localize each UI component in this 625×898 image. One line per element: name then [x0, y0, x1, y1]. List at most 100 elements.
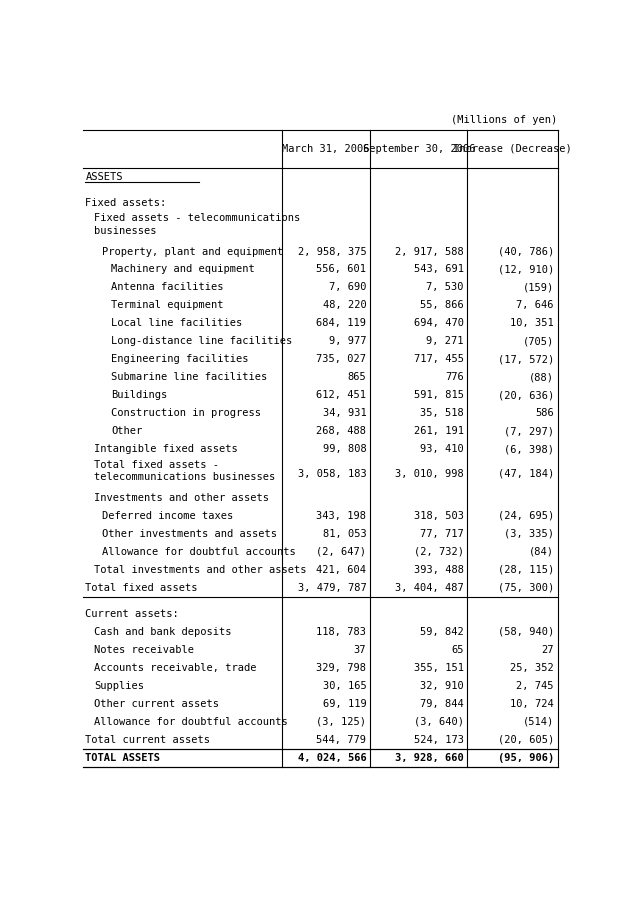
Text: 776: 776 [445, 373, 464, 383]
Text: Investments and other assets: Investments and other assets [94, 493, 269, 503]
Text: 7, 530: 7, 530 [426, 283, 464, 293]
Text: 393, 488: 393, 488 [414, 565, 464, 575]
Text: (6, 398): (6, 398) [504, 445, 554, 454]
Text: (705): (705) [522, 337, 554, 347]
Text: 65: 65 [451, 645, 464, 655]
Text: Notes receivable: Notes receivable [94, 645, 194, 655]
Text: (3, 640): (3, 640) [414, 717, 464, 726]
Text: ASSETS: ASSETS [86, 172, 123, 182]
Text: 34, 931: 34, 931 [322, 409, 366, 418]
Text: 55, 866: 55, 866 [420, 301, 464, 311]
Text: 524, 173: 524, 173 [414, 735, 464, 744]
Text: 48, 220: 48, 220 [322, 301, 366, 311]
Text: 9, 271: 9, 271 [426, 337, 464, 347]
Text: 2, 958, 375: 2, 958, 375 [298, 247, 366, 257]
Text: (12, 910): (12, 910) [498, 265, 554, 275]
Text: 3, 404, 487: 3, 404, 487 [395, 583, 464, 593]
Text: Intangible fixed assets: Intangible fixed assets [94, 445, 238, 454]
Text: 27: 27 [541, 645, 554, 655]
Text: 3, 479, 787: 3, 479, 787 [298, 583, 366, 593]
Text: Deferred income taxes: Deferred income taxes [102, 511, 234, 521]
Text: 261, 191: 261, 191 [414, 427, 464, 436]
Text: 735, 027: 735, 027 [316, 355, 366, 365]
Text: (24, 695): (24, 695) [498, 511, 554, 521]
Text: Fixed assets:: Fixed assets: [86, 198, 167, 208]
Text: (2, 647): (2, 647) [316, 547, 366, 557]
Text: 329, 798: 329, 798 [316, 663, 366, 673]
Text: Total fixed assets: Total fixed assets [86, 583, 198, 593]
Text: Other: Other [111, 427, 142, 436]
Text: (47, 184): (47, 184) [498, 469, 554, 479]
Text: (7, 297): (7, 297) [504, 427, 554, 436]
Text: (20, 636): (20, 636) [498, 391, 554, 401]
Text: 586: 586 [535, 409, 554, 418]
Text: 81, 053: 81, 053 [322, 529, 366, 539]
Text: (2, 732): (2, 732) [414, 547, 464, 557]
Text: Antenna facilities: Antenna facilities [111, 283, 224, 293]
Text: Other current assets: Other current assets [94, 699, 219, 709]
Text: Increase (Decrease): Increase (Decrease) [453, 144, 572, 154]
Text: 2, 745: 2, 745 [516, 681, 554, 691]
Text: 694, 470: 694, 470 [414, 319, 464, 329]
Text: (159): (159) [522, 283, 554, 293]
Text: 865: 865 [348, 373, 366, 383]
Text: 343, 198: 343, 198 [316, 511, 366, 521]
Text: 59, 842: 59, 842 [420, 627, 464, 637]
Text: (40, 786): (40, 786) [498, 247, 554, 257]
Text: Engineering facilities: Engineering facilities [111, 355, 249, 365]
Text: 35, 518: 35, 518 [420, 409, 464, 418]
Text: 32, 910: 32, 910 [420, 681, 464, 691]
Text: 717, 455: 717, 455 [414, 355, 464, 365]
Text: Total investments and other assets: Total investments and other assets [94, 565, 306, 575]
Text: September 30, 2006: September 30, 2006 [362, 144, 475, 154]
Text: 684, 119: 684, 119 [316, 319, 366, 329]
Text: 3, 058, 183: 3, 058, 183 [298, 469, 366, 479]
Text: 2, 917, 588: 2, 917, 588 [395, 247, 464, 257]
Text: 544, 779: 544, 779 [316, 735, 366, 744]
Text: 591, 815: 591, 815 [414, 391, 464, 401]
Text: 612, 451: 612, 451 [316, 391, 366, 401]
Text: Fixed assets - telecommunications
businesses: Fixed assets - telecommunications busine… [94, 214, 300, 236]
Text: Allowance for doubtful accounts: Allowance for doubtful accounts [102, 547, 296, 557]
Text: 37: 37 [354, 645, 366, 655]
Text: Other investments and assets: Other investments and assets [102, 529, 278, 539]
Text: (58, 940): (58, 940) [498, 627, 554, 637]
Text: 7, 690: 7, 690 [329, 283, 366, 293]
Text: (3, 335): (3, 335) [504, 529, 554, 539]
Text: (514): (514) [522, 717, 554, 726]
Text: 10, 351: 10, 351 [510, 319, 554, 329]
Text: 3, 928, 660: 3, 928, 660 [395, 753, 464, 762]
Text: Supplies: Supplies [94, 681, 144, 691]
Text: 93, 410: 93, 410 [420, 445, 464, 454]
Text: (75, 300): (75, 300) [498, 583, 554, 593]
Text: 318, 503: 318, 503 [414, 511, 464, 521]
Text: 556, 601: 556, 601 [316, 265, 366, 275]
Text: Construction in progress: Construction in progress [111, 409, 261, 418]
Text: Accounts receivable, trade: Accounts receivable, trade [94, 663, 256, 673]
Text: 4, 024, 566: 4, 024, 566 [298, 753, 366, 762]
Text: 99, 808: 99, 808 [322, 445, 366, 454]
Text: 10, 724: 10, 724 [510, 699, 554, 709]
Text: TOTAL ASSETS: TOTAL ASSETS [86, 753, 161, 762]
Text: Buildings: Buildings [111, 391, 168, 401]
Text: Machinery and equipment: Machinery and equipment [111, 265, 255, 275]
Text: 77, 717: 77, 717 [420, 529, 464, 539]
Text: Total fixed assets -
telecommunications businesses: Total fixed assets - telecommunications … [94, 460, 275, 482]
Text: 355, 151: 355, 151 [414, 663, 464, 673]
Text: 79, 844: 79, 844 [420, 699, 464, 709]
Text: Current assets:: Current assets: [86, 609, 179, 619]
Text: 118, 783: 118, 783 [316, 627, 366, 637]
Text: 543, 691: 543, 691 [414, 265, 464, 275]
Text: Allowance for doubtful accounts: Allowance for doubtful accounts [94, 717, 288, 726]
Text: Terminal equipment: Terminal equipment [111, 301, 224, 311]
Text: March 31, 2006: March 31, 2006 [282, 144, 370, 154]
Text: Total current assets: Total current assets [86, 735, 211, 744]
Text: Local line facilities: Local line facilities [111, 319, 242, 329]
Text: (17, 572): (17, 572) [498, 355, 554, 365]
Text: Submarine line facilities: Submarine line facilities [111, 373, 268, 383]
Text: 3, 010, 998: 3, 010, 998 [395, 469, 464, 479]
Text: (Millions of yen): (Millions of yen) [451, 115, 558, 125]
Text: (3, 125): (3, 125) [316, 717, 366, 726]
Text: 421, 604: 421, 604 [316, 565, 366, 575]
Text: Cash and bank deposits: Cash and bank deposits [94, 627, 231, 637]
